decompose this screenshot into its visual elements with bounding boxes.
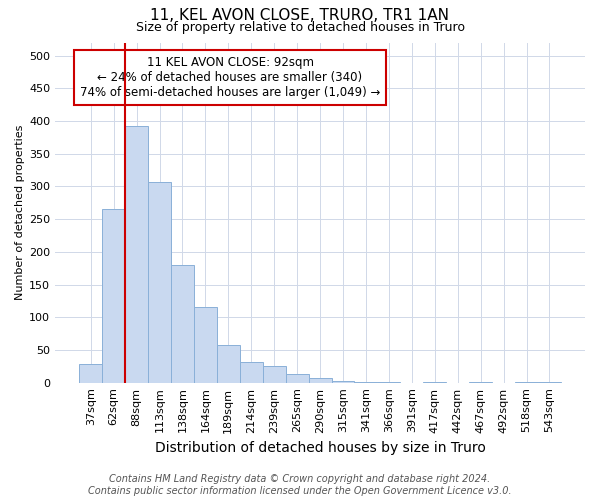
- Bar: [148, 182, 171, 382]
- Bar: [171, 265, 194, 382]
- Text: Contains HM Land Registry data © Crown copyright and database right 2024.
Contai: Contains HM Land Registry data © Crown c…: [88, 474, 512, 496]
- Text: Size of property relative to detached houses in Truro: Size of property relative to detached ho…: [136, 21, 464, 34]
- Bar: [79, 364, 102, 382]
- Bar: [308, 378, 332, 382]
- Bar: [217, 346, 240, 383]
- Bar: [332, 380, 355, 382]
- X-axis label: Distribution of detached houses by size in Truro: Distribution of detached houses by size …: [155, 441, 485, 455]
- Bar: [240, 362, 263, 382]
- Bar: [286, 374, 308, 382]
- Bar: [263, 366, 286, 382]
- Y-axis label: Number of detached properties: Number of detached properties: [15, 125, 25, 300]
- Bar: [125, 126, 148, 382]
- Text: 11 KEL AVON CLOSE: 92sqm
← 24% of detached houses are smaller (340)
74% of semi-: 11 KEL AVON CLOSE: 92sqm ← 24% of detach…: [80, 56, 380, 99]
- Bar: [102, 210, 125, 382]
- Bar: [194, 308, 217, 382]
- Text: 11, KEL AVON CLOSE, TRURO, TR1 1AN: 11, KEL AVON CLOSE, TRURO, TR1 1AN: [151, 8, 449, 22]
